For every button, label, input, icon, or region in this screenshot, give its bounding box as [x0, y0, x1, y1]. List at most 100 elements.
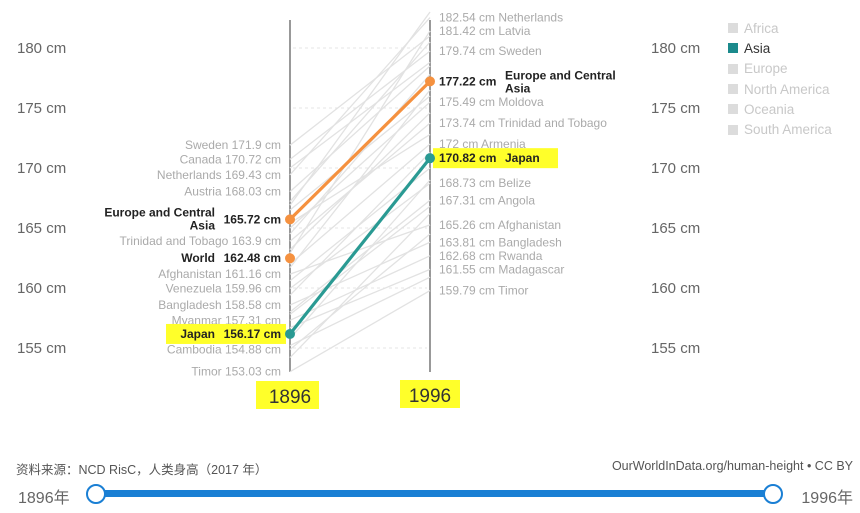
right-series-name: Europe and Central — [505, 68, 616, 82]
legend: Africa Asia Europe North America Oceania… — [728, 18, 832, 140]
legend-label: Asia — [744, 40, 771, 56]
background-country-line — [289, 30, 431, 254]
left-country-label: Cambodia 154.88 cm — [167, 342, 281, 356]
left-series-name: Japan — [180, 327, 215, 341]
y-tick-label-right: 170 cm — [651, 160, 700, 177]
y-tick-label-left: 155 cm — [17, 340, 66, 357]
left-series-name: Asia — [190, 218, 216, 232]
legend-item-europe[interactable]: Europe — [728, 59, 832, 79]
source-note: 资料来源：NCD RisC，人类身高（2017 年） — [16, 463, 268, 477]
right-series-value: 170.82 cm — [439, 151, 496, 165]
right-country-label: 162.68 cm Rwanda — [439, 249, 543, 263]
y-tick-label-left: 160 cm — [17, 280, 66, 297]
background-country-line — [289, 289, 431, 373]
right-country-label: 179.74 cm Sweden — [439, 44, 542, 58]
right-country-label: 159.79 cm Timor — [439, 284, 528, 298]
y-tick-label-right: 155 cm — [651, 340, 700, 357]
left-country-label: Austria 168.03 cm — [184, 185, 281, 199]
left-country-label: Sweden 171.9 cm — [185, 138, 281, 152]
background-country-line — [289, 179, 431, 339]
series-line — [288, 80, 432, 221]
y-tick-label-left: 180 cm — [17, 40, 66, 57]
y-tick-label-right: 160 cm — [651, 280, 700, 297]
highlight-box — [256, 381, 319, 409]
data-point — [285, 328, 295, 339]
right-series-name: Asia — [505, 81, 531, 95]
left-series-name: World — [181, 251, 215, 265]
legend-item-asia[interactable]: Asia — [728, 38, 832, 58]
left-country-label: Myanmar 157.31 cm — [172, 313, 281, 327]
y-tick-label-right: 165 cm — [651, 220, 700, 237]
legend-label: Africa — [744, 20, 779, 36]
legend-item-oceania[interactable]: Oceania — [728, 99, 832, 119]
legend-label: North America — [744, 81, 830, 97]
background-country-line — [289, 233, 431, 350]
background-country-line — [289, 11, 431, 206]
background-country-line — [289, 112, 431, 251]
left-series-value: 156.17 cm — [224, 327, 281, 341]
background-country-line — [289, 122, 431, 242]
left-country-label: Netherlands 169.43 cm — [157, 168, 281, 182]
left-series-value: 165.72 cm — [224, 212, 281, 226]
highlight-box — [433, 148, 558, 169]
right-country-label: 163.81 cm Bangladesh — [439, 235, 562, 249]
legend-swatch-icon — [728, 124, 738, 135]
background-country-line — [289, 65, 431, 193]
background-country-line — [289, 95, 431, 211]
background-country-line — [289, 224, 431, 275]
data-point — [285, 253, 295, 264]
series-line — [288, 157, 432, 335]
legend-swatch-icon — [728, 23, 738, 34]
y-tick-label-left: 175 cm — [17, 100, 66, 117]
right-country-label: 182.54 cm Netherlands — [439, 11, 563, 25]
x-label-1896: 1896 — [269, 387, 311, 408]
background-country-line — [289, 143, 431, 265]
right-series-name: Japan — [505, 151, 540, 165]
right-country-label: 175.49 cm Moldova — [439, 95, 544, 109]
left-country-label: Afghanistan 161.16 cm — [158, 267, 281, 281]
left-country-label: Canada 170.72 cm — [180, 152, 281, 166]
background-country-line — [289, 151, 431, 296]
right-country-label: 167.31 cm Angola — [439, 193, 535, 207]
left-country-label: Bangladesh 158.58 cm — [158, 298, 281, 312]
right-country-label: 181.42 cm Latvia — [439, 24, 531, 38]
legend-item-africa[interactable]: Africa — [728, 18, 832, 38]
left-series-name: Europe and Central — [104, 205, 215, 219]
background-country-line — [289, 133, 431, 224]
right-country-label: 161.55 cm Madagascar — [439, 262, 564, 276]
legend-item-north-america[interactable]: North America — [728, 79, 832, 99]
highlight-box — [400, 380, 460, 408]
timeline-track[interactable] — [96, 490, 774, 497]
y-tick-label-left: 170 cm — [17, 160, 66, 177]
background-country-line — [289, 61, 431, 169]
timeline-end-handle[interactable] — [763, 484, 783, 504]
left-country-label: Venezuela 159.96 cm — [166, 281, 281, 295]
legend-item-south-america[interactable]: South America — [728, 119, 832, 139]
highlight-box — [166, 323, 286, 344]
data-point — [425, 76, 435, 87]
right-country-label: 173.74 cm Trinidad and Tobago — [439, 116, 607, 130]
y-tick-label-right: 175 cm — [651, 100, 700, 117]
right-country-label: 165.26 cm Afghanistan — [439, 218, 561, 232]
data-point — [425, 153, 435, 164]
legend-swatch-icon — [728, 63, 738, 74]
background-country-line — [289, 268, 431, 329]
timeline-start-handle[interactable] — [86, 484, 106, 504]
source-link[interactable]: OurWorldInData.org/human-height • CC BY — [611, 459, 853, 473]
background-country-line — [289, 199, 431, 313]
right-country-label: 168.73 cm Belize — [439, 176, 531, 190]
slope-chart: 155 cm 155 cm 160 cm 160 cm 165 cm 165 cm 170 … — [17, 11, 700, 409]
left-series-value: 162.48 cm — [224, 251, 281, 265]
y-tick-label-left: 165 cm — [17, 220, 66, 237]
left-country-label: Trinidad and Tobago 163.9 cm — [120, 234, 281, 248]
background-country-line — [289, 276, 431, 347]
legend-label: South America — [744, 122, 832, 138]
legend-label: Europe — [744, 61, 788, 77]
left-country-label: Timor 153.03 cm — [191, 365, 281, 379]
legend-label: Oceania — [744, 101, 795, 117]
legend-swatch-icon — [728, 43, 738, 54]
right-country-label: 172 cm Armenia — [439, 137, 526, 151]
background-country-line — [289, 255, 431, 321]
background-country-line — [289, 35, 431, 146]
right-series-value: 177.22 cm — [439, 74, 496, 88]
